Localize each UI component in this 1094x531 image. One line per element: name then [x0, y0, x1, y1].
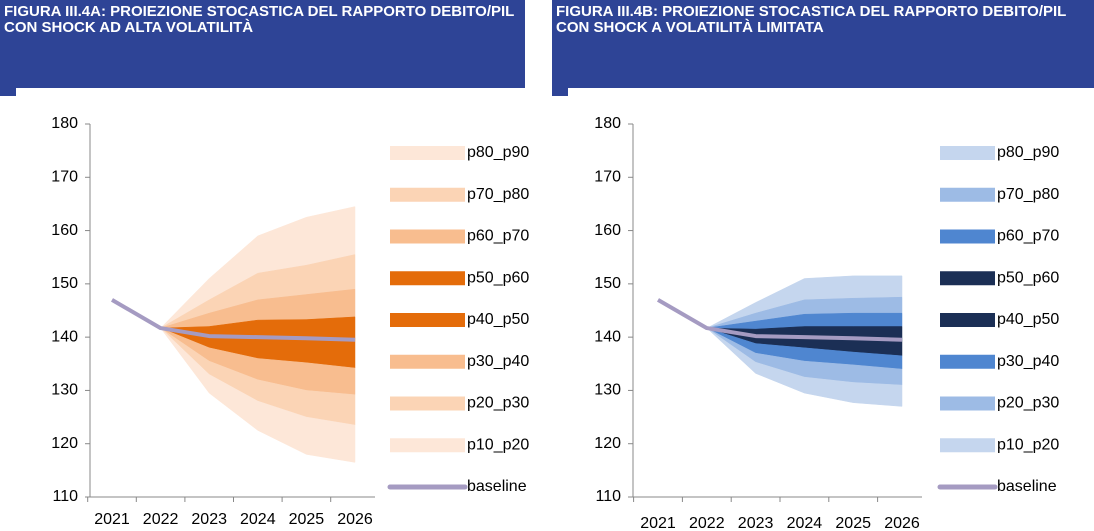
legend-swatch: [940, 354, 995, 369]
y-tick-label: 160: [51, 222, 78, 239]
fan-band: [706, 327, 903, 407]
y-tick-label: 140: [51, 328, 78, 345]
legend-swatch: [940, 438, 995, 453]
legend-swatch: [940, 271, 995, 286]
legend-label: p70_p80: [997, 186, 1059, 203]
y-tick-label: 120: [51, 435, 78, 452]
y-tick-label: 140: [594, 328, 621, 345]
legend-label: p10_p20: [467, 436, 529, 453]
y-tick-label: 180: [51, 115, 78, 132]
x-tick-label: 2021: [640, 515, 676, 531]
legend-swatch: [390, 396, 465, 411]
legend-swatch: [940, 229, 995, 244]
y-tick-label: 130: [51, 382, 78, 399]
x-tick-label: 2021: [94, 511, 130, 528]
y-tick-label: 110: [595, 488, 621, 505]
legend-label: p30_p40: [467, 353, 529, 370]
legend-label: p80_p90: [997, 144, 1059, 161]
x-tick-label: 2026: [884, 515, 920, 531]
x-tick-label: 2022: [143, 511, 179, 528]
chart-title: FIGURA III.4B: PROIEZIONE STOCASTICA DEL…: [552, 0, 1094, 88]
y-tick-label: 150: [51, 275, 78, 292]
legend-swatch: [390, 271, 465, 286]
x-tick-label: 2025: [289, 511, 325, 528]
y-tick-label: 180: [594, 115, 621, 132]
x-tick-label: 2024: [787, 515, 823, 531]
y-tick-label: 130: [594, 382, 621, 399]
legend-swatch: [940, 146, 995, 160]
chart-title: FIGURA III.4A: PROIEZIONE STOCASTICA DEL…: [0, 0, 525, 88]
legend-label: p40_p50: [467, 311, 529, 328]
legend-label: p20_p30: [997, 395, 1059, 412]
y-tick-label: 110: [52, 488, 78, 505]
y-tick-label: 150: [594, 275, 621, 292]
legend-swatch: [390, 438, 465, 453]
x-tick-label: 2026: [337, 511, 373, 528]
legend-label: p30_p40: [997, 353, 1059, 370]
legend-label: baseline: [467, 478, 527, 495]
x-tick-label: 2023: [738, 515, 774, 531]
legend-label: p80_p90: [467, 144, 529, 161]
legend-swatch: [390, 229, 465, 244]
y-tick-label: 160: [594, 222, 621, 239]
legend-label: p70_p80: [467, 186, 529, 203]
legend-swatch: [390, 354, 465, 369]
legend-label: p60_p70: [467, 228, 529, 245]
y-tick-label: 170: [51, 169, 78, 186]
legend-swatch: [390, 313, 465, 327]
legend-swatch: [940, 187, 995, 202]
legend-label: p40_p50: [997, 311, 1059, 328]
legend-label: p50_p60: [467, 269, 529, 286]
legend-swatch: [940, 313, 995, 327]
x-tick-label: 2023: [191, 511, 227, 528]
x-tick-label: 2025: [835, 515, 871, 531]
x-tick-label: 2022: [689, 515, 725, 531]
legend-swatch: [390, 146, 465, 160]
y-tick-label: 170: [594, 169, 621, 186]
legend-label: p10_p20: [997, 436, 1059, 453]
x-tick-label: 2024: [240, 511, 276, 528]
baseline-line: [656, 298, 903, 342]
legend-label: p50_p60: [997, 269, 1059, 286]
baseline-line: [110, 298, 356, 342]
y-tick-label: 120: [594, 435, 621, 452]
legend-label: p60_p70: [997, 228, 1059, 245]
legend-swatch: [390, 187, 465, 202]
legend-label: baseline: [997, 478, 1057, 495]
fan-band: [160, 327, 356, 463]
legend-swatch: [940, 396, 995, 411]
legend-label: p20_p30: [467, 395, 529, 412]
